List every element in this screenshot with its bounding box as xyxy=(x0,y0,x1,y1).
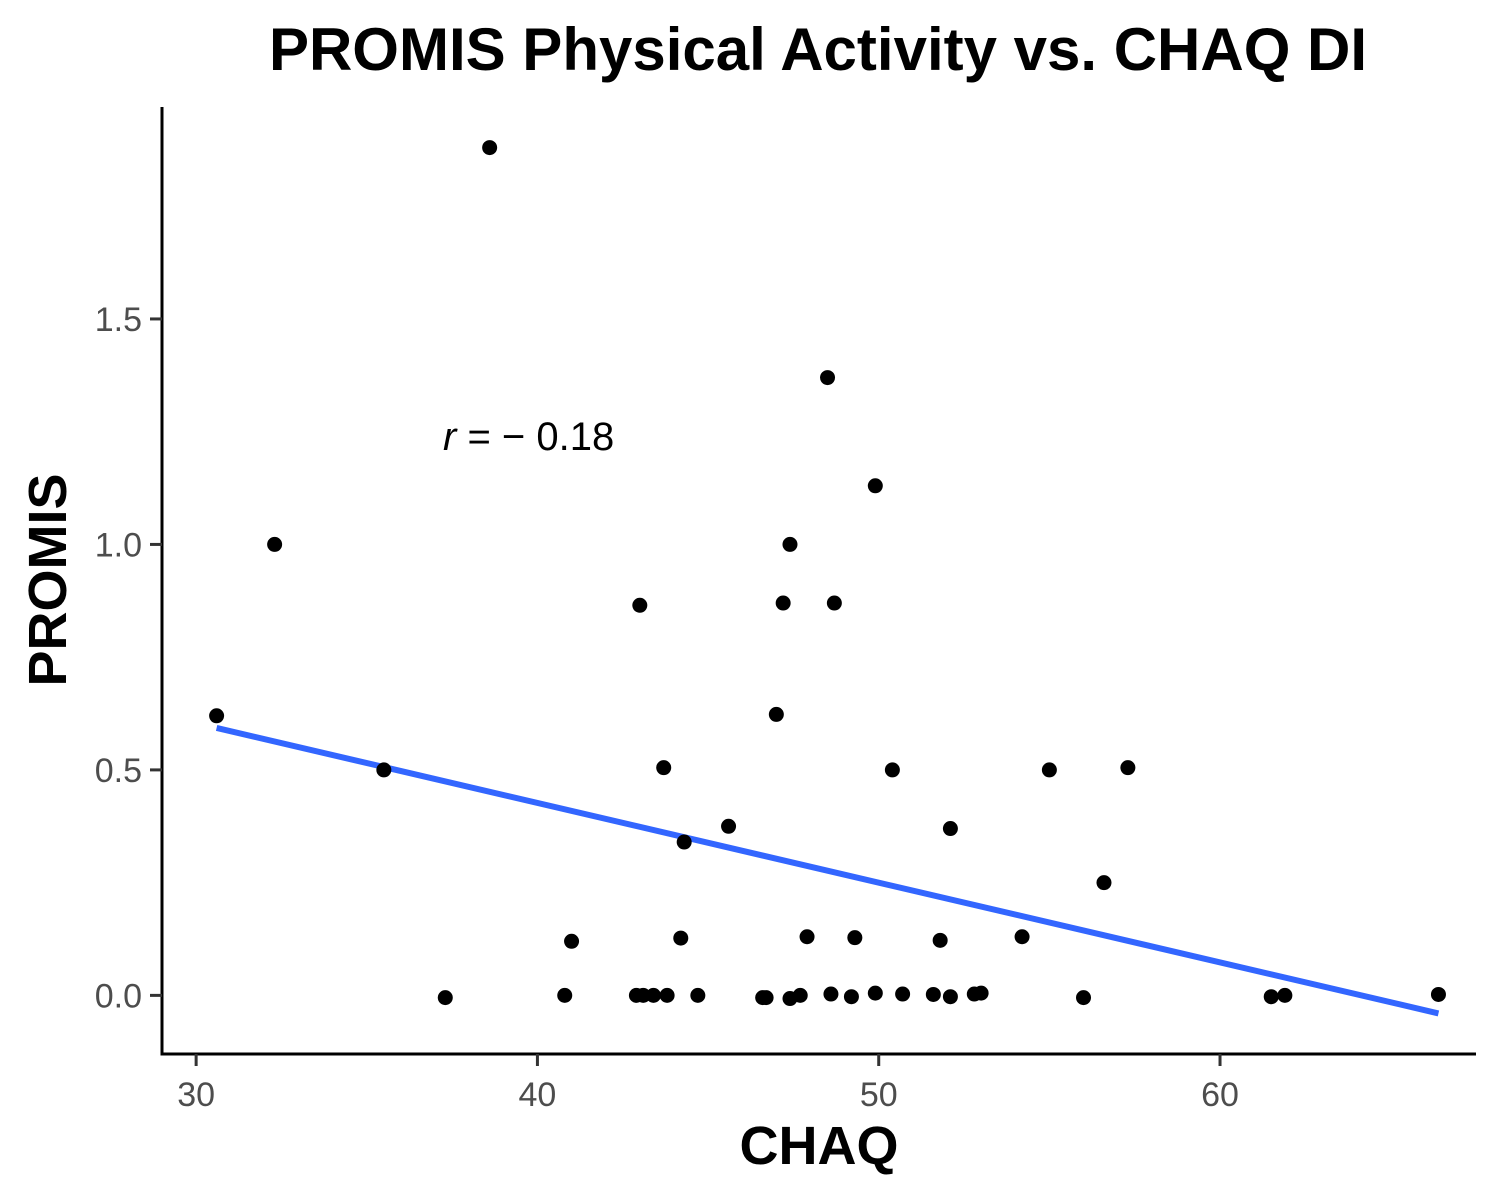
data-point xyxy=(867,985,883,1001)
data-point xyxy=(942,989,958,1005)
trend-line-layer xyxy=(215,725,1440,1017)
correlation-value: = − 0.18 xyxy=(456,415,614,459)
data-point xyxy=(1263,989,1279,1005)
data-point xyxy=(557,987,573,1003)
data-point xyxy=(768,706,784,722)
data-point xyxy=(482,140,498,156)
x-tick-label: 60 xyxy=(1201,1076,1239,1114)
data-point xyxy=(925,986,941,1002)
data-point xyxy=(437,990,453,1006)
data-point xyxy=(1430,986,1446,1002)
x-tick-label: 30 xyxy=(177,1076,215,1114)
y-tick-label: 1.5 xyxy=(95,301,142,339)
data-point xyxy=(775,595,791,611)
data-point xyxy=(209,708,225,724)
data-point xyxy=(847,930,863,946)
data-point xyxy=(676,834,692,850)
y-tick-label: 0.0 xyxy=(95,977,142,1015)
data-point xyxy=(758,990,774,1006)
x-axis-title: CHAQ xyxy=(740,1116,899,1176)
data-point xyxy=(826,595,842,611)
data-point xyxy=(659,987,675,1003)
y-tick-label: 1.0 xyxy=(95,526,142,564)
y-tick-label: 0.5 xyxy=(95,752,142,790)
data-point xyxy=(867,478,883,494)
data-point xyxy=(843,989,859,1005)
data-point xyxy=(721,818,737,834)
data-point xyxy=(820,370,836,386)
data-point xyxy=(376,762,392,778)
data-point xyxy=(1076,990,1092,1006)
y-axis-ticks: 0.0 0.5 1.0 1.5 xyxy=(95,301,162,1015)
y-axis-title: PROMIS xyxy=(18,473,78,686)
data-point xyxy=(895,986,911,1002)
data-point xyxy=(932,932,948,948)
data-point xyxy=(656,760,672,776)
x-axis-ticks: 30 40 50 60 xyxy=(177,1054,1239,1114)
data-point xyxy=(1041,762,1057,778)
data-point xyxy=(1277,987,1293,1003)
data-points-layer xyxy=(209,140,1446,1007)
data-point xyxy=(1014,929,1030,945)
data-point xyxy=(632,597,648,613)
data-point xyxy=(1120,760,1136,776)
correlation-annotation: r = − 0.18 xyxy=(443,415,614,459)
data-point xyxy=(782,536,798,552)
correlation-r-symbol: r xyxy=(443,415,458,459)
chart-title: PROMIS Physical Activity vs. CHAQ DI xyxy=(269,16,1367,83)
data-point xyxy=(673,930,689,946)
data-point xyxy=(1096,875,1112,891)
data-point xyxy=(823,986,839,1002)
x-tick-label: 40 xyxy=(519,1076,557,1114)
trend-line xyxy=(215,725,1440,1017)
data-point xyxy=(884,762,900,778)
data-point xyxy=(564,933,580,949)
data-point xyxy=(792,987,808,1003)
data-point xyxy=(799,929,815,945)
data-point xyxy=(942,821,958,837)
data-point xyxy=(690,987,706,1003)
data-point xyxy=(645,987,661,1003)
data-point xyxy=(267,536,283,552)
data-point xyxy=(973,985,989,1001)
x-tick-label: 50 xyxy=(860,1076,898,1114)
